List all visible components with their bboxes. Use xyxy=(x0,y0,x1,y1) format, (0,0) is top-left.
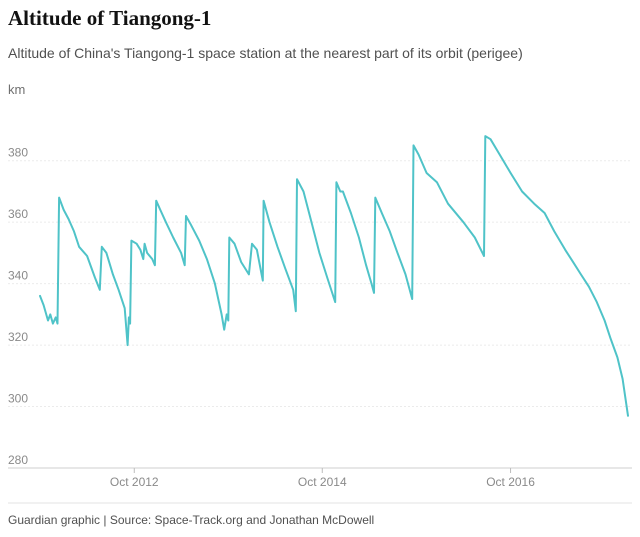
y-tick-label-380: 380 xyxy=(8,146,28,160)
x-tick-label-1: Oct 2014 xyxy=(298,475,347,489)
chart-subtitle: Altitude of China's Tiangong-1 space sta… xyxy=(8,45,523,61)
y-tick-label-320: 320 xyxy=(8,330,28,344)
chart-title: Altitude of Tiangong-1 xyxy=(8,6,212,30)
y-tick-label-280: 280 xyxy=(8,453,28,467)
y-tick-label-340: 340 xyxy=(8,269,28,283)
series-line-0 xyxy=(39,135,629,417)
x-axis: Oct 2012 Oct 2014 Oct 2016 xyxy=(110,468,535,489)
y-axis-unit-label: km xyxy=(8,82,26,97)
series-group xyxy=(39,135,629,417)
grid-lines xyxy=(8,160,632,469)
y-tick-label-360: 360 xyxy=(8,207,28,221)
x-tick-label-0: Oct 2012 xyxy=(110,475,159,489)
x-tick-label-2: Oct 2016 xyxy=(486,475,535,489)
source-credit: Guardian graphic | Source: Space-Track.o… xyxy=(8,513,375,527)
y-tick-labels: 280 300 320 340 360 380 xyxy=(8,146,28,467)
y-tick-label-300: 300 xyxy=(8,392,28,406)
